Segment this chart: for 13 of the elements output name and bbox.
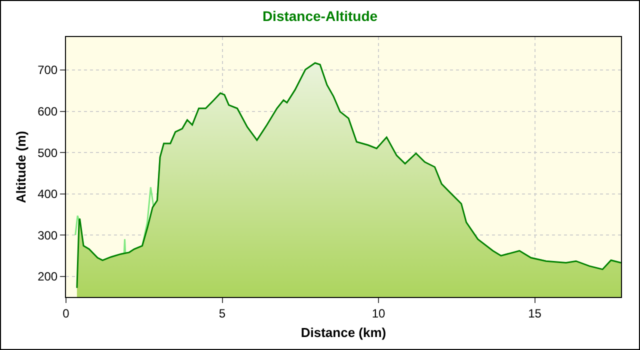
y-tick-label: 300 (38, 228, 58, 242)
y-axis-title: Altitude (m) (14, 130, 29, 204)
y-tick-label: 500 (38, 146, 58, 160)
x-tick-label: 5 (218, 306, 226, 320)
chart-title: Distance-Altitude (262, 8, 378, 24)
x-axis-title: Distance (km) (300, 325, 386, 340)
y-tick-label: 600 (38, 104, 58, 118)
y-tick-label: 700 (38, 63, 58, 78)
x-tick-label: 15 (528, 306, 542, 320)
x-tick-label: 10 (372, 306, 386, 320)
y-tick-label: 400 (38, 187, 58, 202)
x-tick-label: 0 (62, 306, 70, 320)
y-tick-label: 200 (38, 270, 58, 284)
